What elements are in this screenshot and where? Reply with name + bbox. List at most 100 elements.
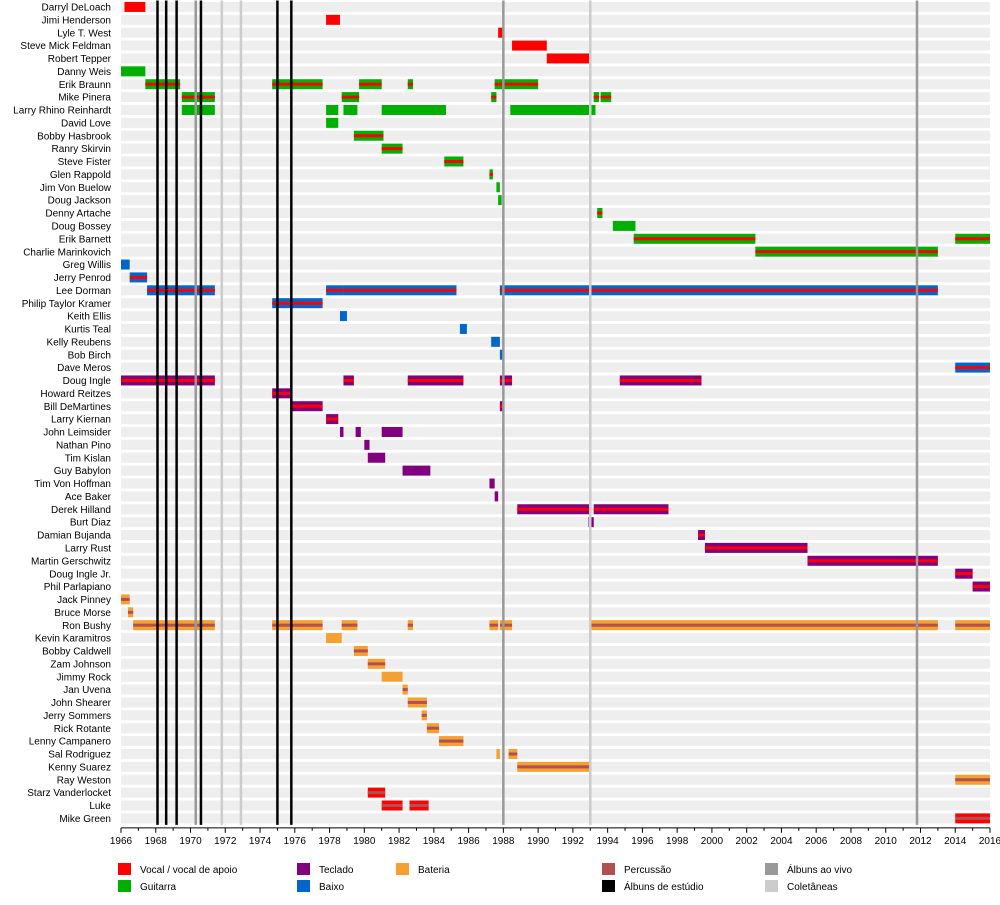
row-background xyxy=(121,1,990,12)
x-tick-label: 1986 xyxy=(457,836,480,847)
member-bar xyxy=(459,323,467,334)
member-bar-stripe xyxy=(326,417,339,421)
member-label: Keith Ellis xyxy=(67,312,111,323)
member-bar-stripe xyxy=(409,804,429,807)
member-label: Ranry Skirvin xyxy=(52,144,111,155)
row-background xyxy=(121,684,990,695)
member-bar xyxy=(512,40,547,51)
member-label: Kelly Reubens xyxy=(47,337,111,348)
legend-swatch xyxy=(765,880,778,892)
member-label: Zam Johnson xyxy=(50,659,111,670)
row-background xyxy=(121,349,990,360)
member-bar-stripe xyxy=(121,597,130,601)
x-tick-label: 2014 xyxy=(944,836,967,847)
member-bar-stripe xyxy=(407,700,427,704)
member-label: Damian Bujanda xyxy=(37,531,111,542)
row-background xyxy=(121,594,990,605)
member-label: Doug Ingle xyxy=(63,376,112,387)
member-bar xyxy=(326,14,340,25)
member-bar-stripe xyxy=(147,288,215,292)
member-bar-stripe xyxy=(508,752,518,756)
row-backgrounds xyxy=(121,1,990,824)
member-bar-stripe xyxy=(593,95,599,99)
member-bar-stripe xyxy=(145,82,181,86)
row-background xyxy=(121,169,990,180)
legend-label: Álbuns de estúdio xyxy=(624,880,704,893)
row-background xyxy=(121,439,990,450)
x-tick-label: 2004 xyxy=(770,836,793,847)
member-label: Bill DeMartines xyxy=(44,402,111,413)
member-bar xyxy=(546,53,591,64)
member-bar xyxy=(381,671,403,682)
row-background xyxy=(121,92,990,103)
row-background xyxy=(121,130,990,141)
member-label: Jimmy Rock xyxy=(57,672,112,683)
member-bar-stripe xyxy=(129,275,148,279)
member-label: Jan Uvena xyxy=(63,685,111,696)
x-tick-label: 1994 xyxy=(597,836,620,847)
row-background xyxy=(121,323,990,334)
member-bar-stripe xyxy=(367,662,386,666)
member-label: Darryl DeLoach xyxy=(42,3,111,14)
row-background xyxy=(121,517,990,528)
row-background xyxy=(121,195,990,206)
row-background xyxy=(121,117,990,128)
member-bar-stripe xyxy=(494,82,499,86)
member-bar-stripe xyxy=(755,250,938,254)
member-bar xyxy=(326,117,339,128)
member-bar-stripe xyxy=(381,804,403,807)
row-background xyxy=(121,787,990,798)
legend-swatch xyxy=(297,863,310,875)
member-bar-stripe xyxy=(272,82,323,86)
member-label: Erik Braunn xyxy=(59,80,111,91)
row-background xyxy=(121,272,990,283)
member-label: Tim Kislan xyxy=(65,453,111,464)
x-tick-label: 1988 xyxy=(492,836,515,847)
member-bar xyxy=(121,259,130,270)
member-bar-stripe xyxy=(381,147,403,151)
member-label: Doug Bossey xyxy=(52,222,111,233)
member-bar xyxy=(326,104,339,115)
member-bar-stripe xyxy=(444,160,464,163)
member-label: Bob Birch xyxy=(68,350,111,361)
legend-swatch xyxy=(118,880,131,892)
member-label: Kenny Suarez xyxy=(48,762,111,773)
row-background xyxy=(121,813,990,824)
member-bar-stripe xyxy=(499,623,513,627)
row-background xyxy=(121,79,990,90)
member-label: David Love xyxy=(61,118,111,129)
x-tick-label: 1968 xyxy=(145,836,168,847)
member-label: Jerry Penrod xyxy=(54,273,111,284)
row-background xyxy=(121,426,990,437)
x-axis: 1966 1968 1970 1972 1974 1976 1978 1980 1982 1984… xyxy=(110,827,1000,847)
member-label: Bobby Caldwell xyxy=(42,647,111,658)
x-tick-label: 1980 xyxy=(353,836,376,847)
member-label: Sal Rodriguez xyxy=(48,750,111,761)
member-label: Jimi Henderson xyxy=(42,15,111,26)
legend-label: Vocal / vocal de apoio xyxy=(140,865,238,876)
row-background xyxy=(121,246,990,257)
row-background xyxy=(121,568,990,579)
row-background xyxy=(121,233,990,244)
member-bar xyxy=(355,426,361,437)
member-bar-stripe xyxy=(955,816,990,820)
member-label: Rick Rotante xyxy=(54,724,112,735)
member-label: Lyle T. West xyxy=(57,28,111,39)
legend-swatch xyxy=(297,880,310,892)
member-bar xyxy=(343,104,358,115)
member-bar xyxy=(612,220,636,231)
row-background xyxy=(121,298,990,309)
member-label: Guy Babylon xyxy=(54,466,111,477)
legend-swatch xyxy=(765,863,778,875)
row-background xyxy=(121,542,990,553)
member-bar-stripe xyxy=(343,378,354,382)
member-bar-stripe xyxy=(489,623,499,627)
legend-swatch xyxy=(602,863,615,875)
legend-label: Teclado xyxy=(319,865,354,876)
member-label: Dave Meros xyxy=(57,363,111,374)
member-bar-stripe xyxy=(407,82,413,86)
row-background xyxy=(121,645,990,656)
row-background xyxy=(121,452,990,463)
